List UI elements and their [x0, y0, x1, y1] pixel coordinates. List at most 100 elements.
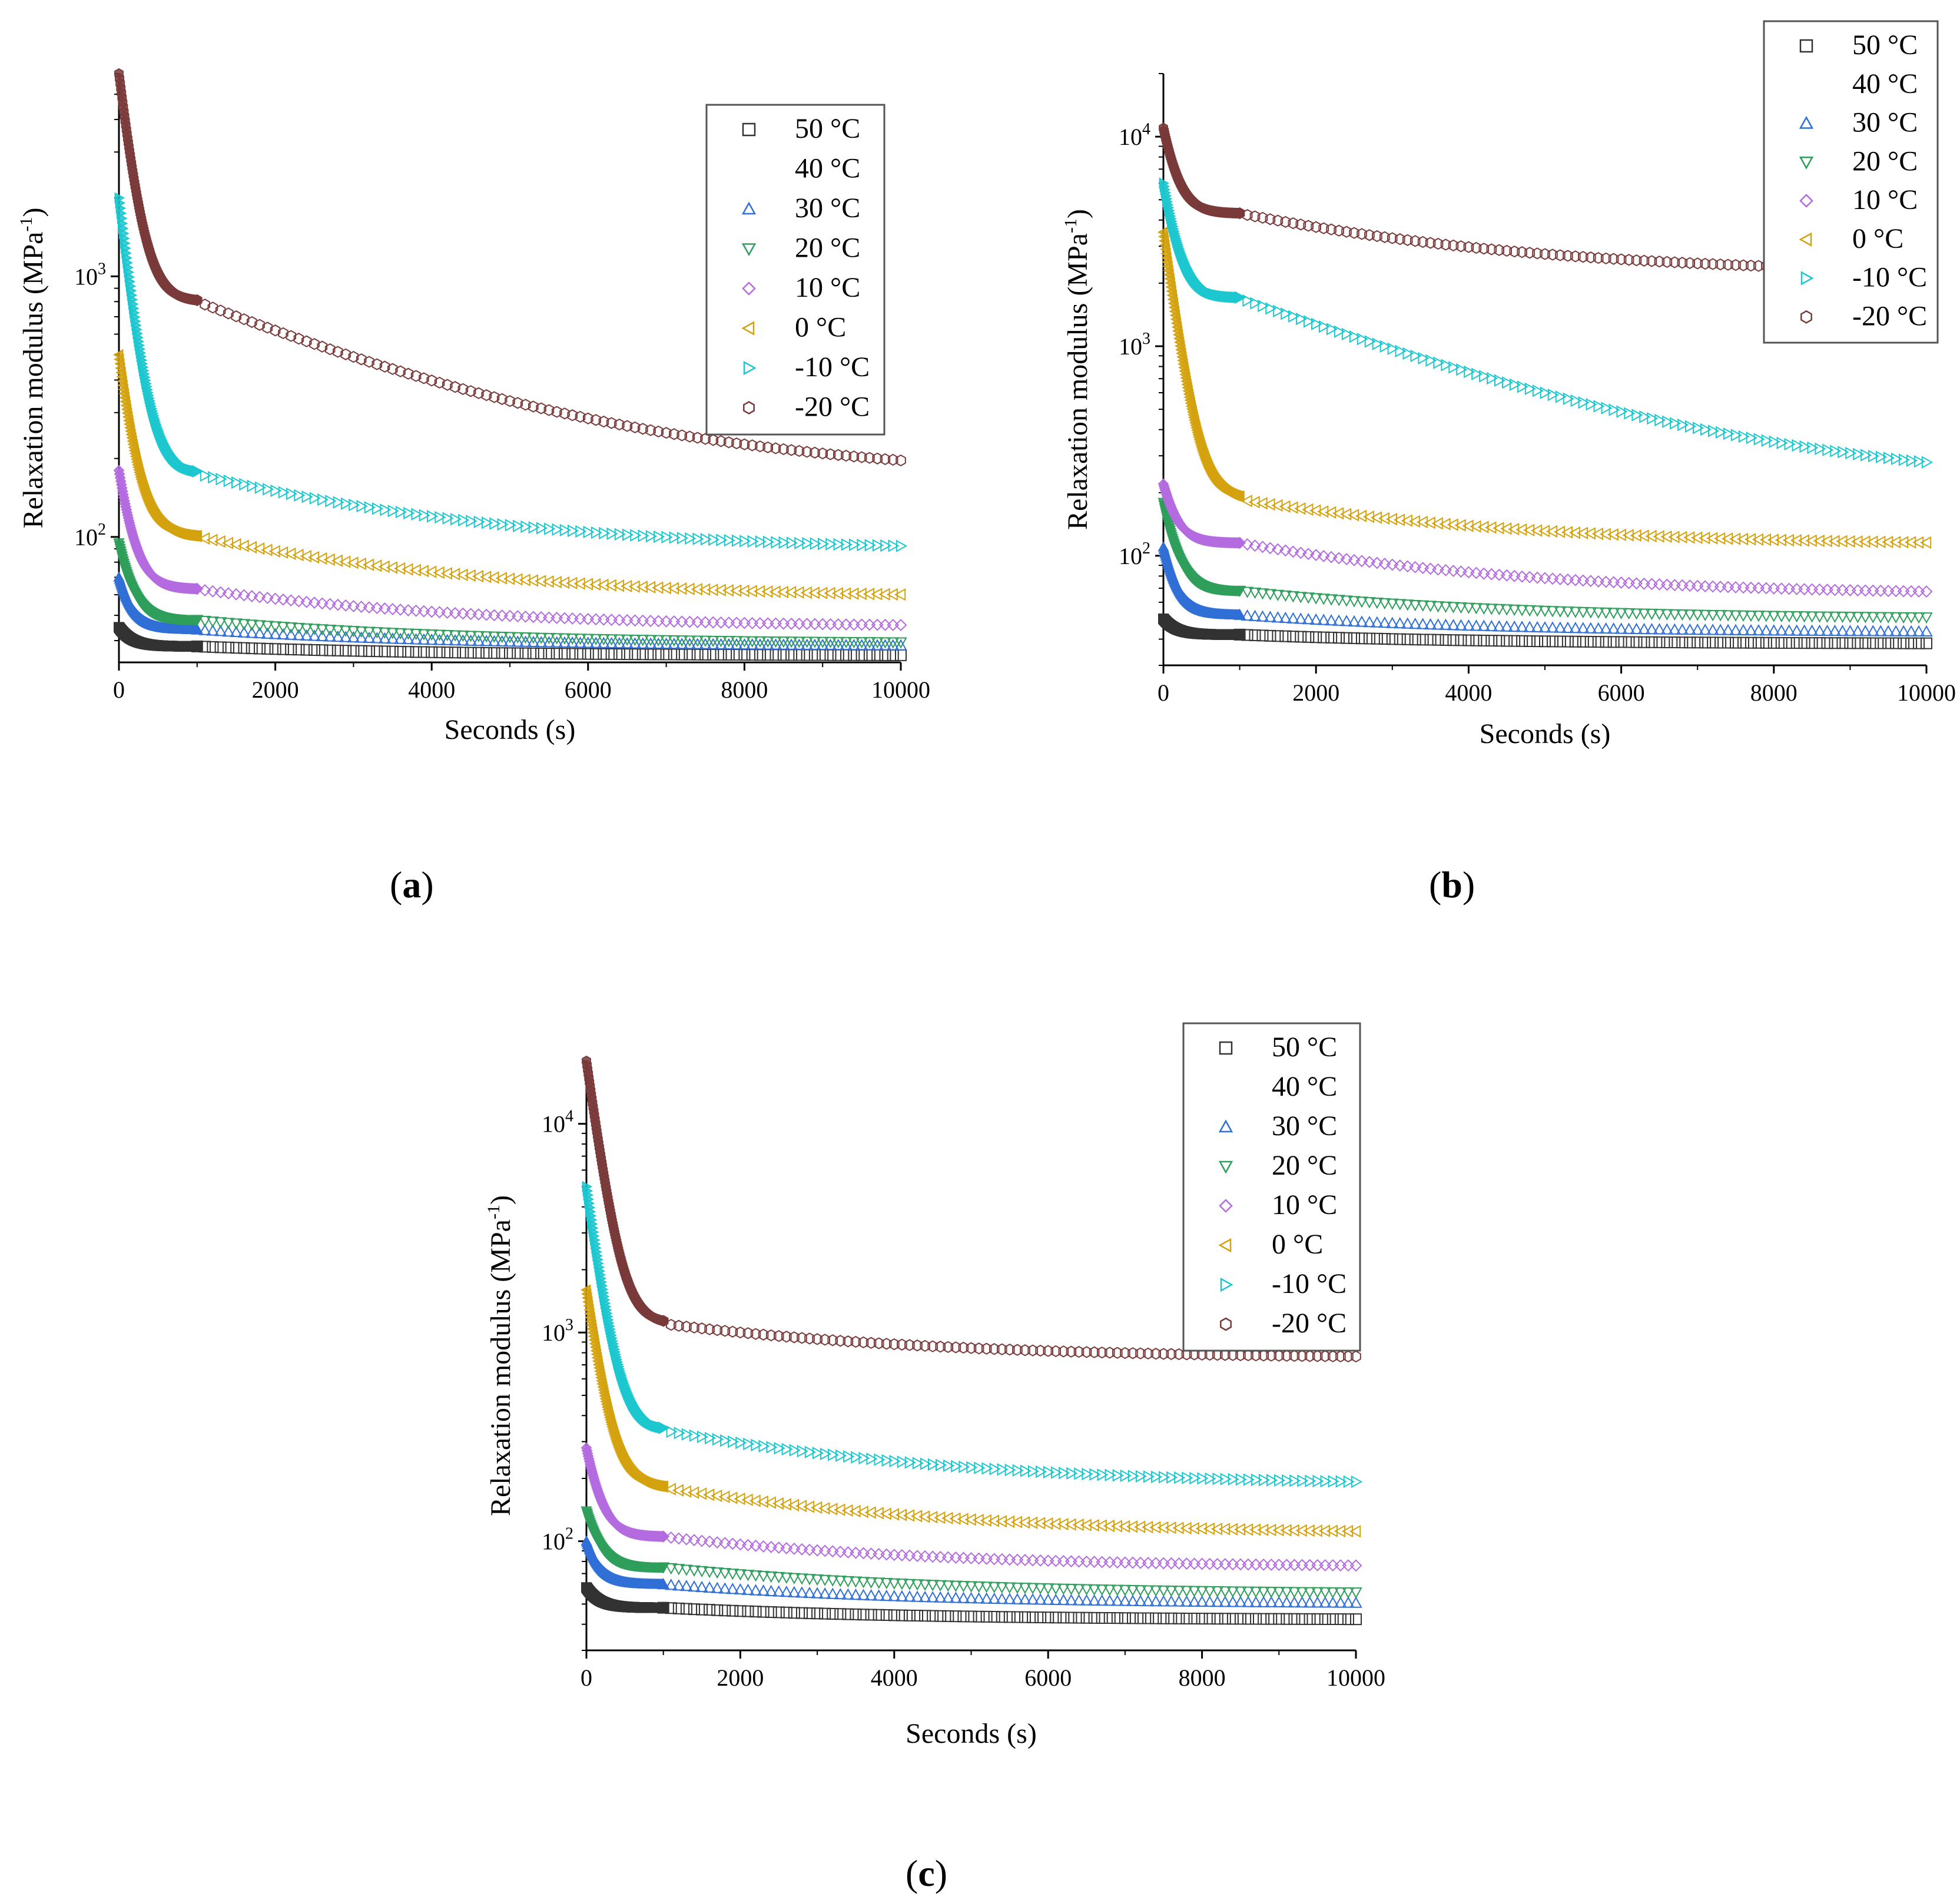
data-point [1311, 1587, 1324, 1599]
data-point [808, 618, 821, 631]
data-point [1670, 417, 1682, 430]
data-point [1256, 629, 1269, 642]
data-point [1026, 1593, 1039, 1605]
data-point [1912, 625, 1925, 636]
data-point [636, 637, 649, 649]
data-point [863, 637, 876, 649]
data-point [575, 410, 586, 423]
series-0c [1157, 226, 1932, 549]
legend-label: -20 °C [1852, 300, 1927, 331]
data-point [818, 1544, 831, 1557]
data-point [1813, 611, 1826, 623]
data-point [379, 360, 390, 373]
data-point [1042, 1611, 1054, 1624]
data-point [896, 1549, 908, 1561]
data-point [1798, 534, 1809, 547]
data-point [1760, 636, 1772, 649]
data-point [1011, 1611, 1023, 1623]
data-point [1700, 423, 1712, 436]
data-point [582, 634, 595, 645]
data-point [1340, 595, 1353, 607]
data-point [688, 1534, 701, 1547]
data-point [605, 636, 618, 648]
data-point [980, 1581, 993, 1593]
data-point [1843, 625, 1857, 636]
data-point [505, 519, 517, 532]
data-point [591, 526, 603, 539]
x-tick-label: 6000 [565, 677, 612, 703]
data-point [777, 585, 788, 599]
data-point [742, 1605, 754, 1617]
data-point [699, 638, 712, 649]
data-point [1745, 636, 1757, 649]
x-tick-label: 4000 [408, 677, 455, 703]
data-point [826, 1545, 839, 1558]
data-point [1287, 631, 1299, 643]
data-point [1431, 601, 1445, 613]
data-point [831, 587, 843, 600]
data-point [1921, 456, 1934, 469]
data-point [294, 489, 306, 502]
data-point [597, 636, 611, 648]
data-point [1790, 582, 1803, 595]
data-point [1424, 618, 1437, 630]
data-point [1897, 612, 1910, 624]
data-point [688, 1603, 700, 1616]
data-point [1065, 1611, 1077, 1624]
x-tick-label: 10000 [871, 677, 930, 703]
data-point [1424, 601, 1437, 612]
data-point [1669, 636, 1681, 649]
data-point [425, 629, 438, 641]
data-point [590, 648, 602, 660]
data-point [379, 645, 391, 658]
data-point [777, 636, 790, 648]
data-point [911, 1579, 924, 1591]
data-point [1477, 619, 1491, 631]
data-point [613, 614, 626, 626]
data-point [621, 634, 634, 646]
data-point [372, 358, 382, 370]
data-point [1188, 1522, 1199, 1535]
data-point [1836, 535, 1848, 548]
data-point [1577, 574, 1590, 587]
data-point [1265, 1587, 1278, 1599]
data-point [761, 638, 774, 650]
data-point [1280, 1596, 1294, 1608]
data-point [614, 418, 625, 431]
data-point [1049, 1593, 1062, 1605]
data-point [857, 1577, 870, 1589]
data-point [1775, 611, 1788, 622]
data-point [426, 646, 438, 658]
data-point [1920, 625, 1933, 636]
data-point [246, 619, 258, 631]
data-point [1676, 609, 1689, 621]
data-point [1470, 619, 1483, 631]
data-point [386, 645, 399, 658]
data-point [503, 609, 516, 622]
data-point [1371, 616, 1384, 628]
data-point [1386, 616, 1399, 628]
data-point [1203, 1595, 1216, 1607]
data-point [1219, 1558, 1232, 1571]
data-point [1349, 1596, 1362, 1608]
data-point [333, 496, 344, 509]
data-point [1592, 636, 1604, 648]
data-point [1683, 609, 1696, 621]
data-point [872, 1589, 886, 1601]
data-point [718, 1582, 731, 1594]
data-point [965, 1552, 977, 1564]
data-point [1318, 320, 1331, 333]
data-point [918, 1590, 931, 1603]
data-point [1317, 593, 1330, 605]
data-point [1813, 583, 1826, 596]
data-point [788, 1586, 801, 1597]
data-point [1828, 624, 1842, 636]
data-point [1576, 526, 1588, 540]
legend-marker [1799, 194, 1813, 208]
data-point [450, 381, 460, 393]
data-point [696, 1603, 708, 1616]
series-30c [1158, 541, 1933, 636]
data-point [1241, 609, 1254, 621]
data-point [1600, 575, 1613, 588]
data-point [1851, 535, 1863, 548]
